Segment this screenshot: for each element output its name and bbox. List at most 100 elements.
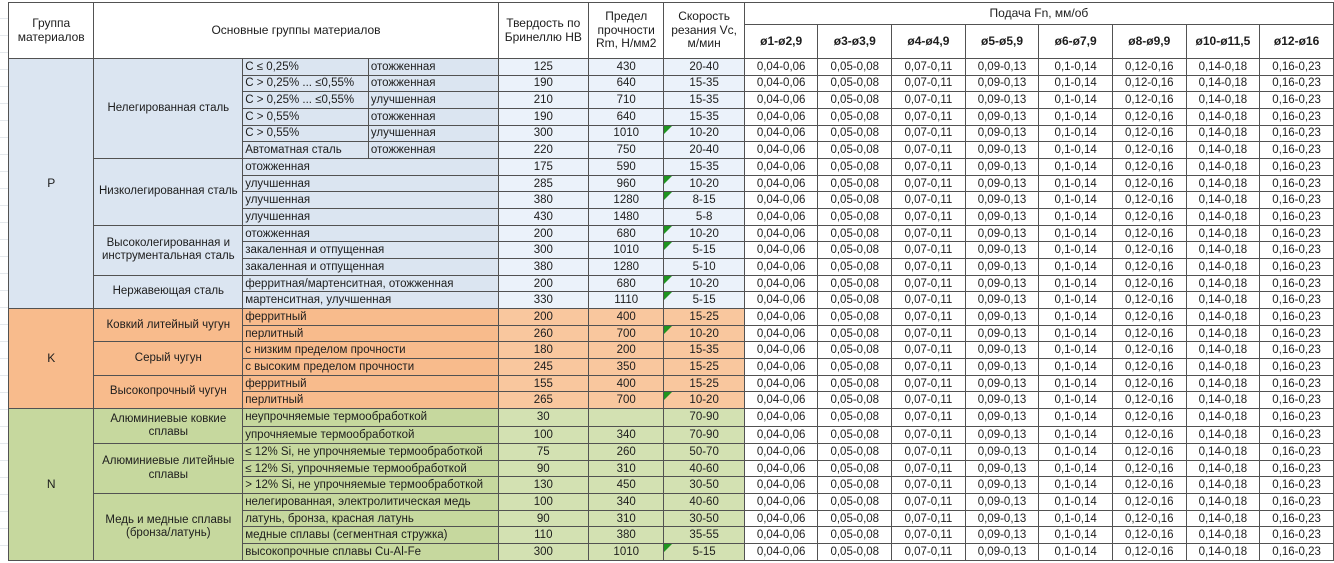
vc-value-cell: 10-20: [663, 124, 745, 143]
vc-value-cell: 15-35: [663, 158, 745, 176]
feed-value-cell: 0,09-0,13: [964, 476, 1040, 495]
feed-value-cell: 0,09-0,13: [964, 443, 1040, 461]
feed-value-cell: 0,09-0,13: [964, 358, 1040, 376]
material-description-cell: ферритный: [242, 374, 499, 393]
table-row: мартенситная, улучшенная 330 1110 5-15 0,04-…: [9, 291, 1334, 310]
vc-value-cell: 10-20: [663, 324, 745, 343]
feed-value-cell: 0,09-0,13: [964, 108, 1040, 126]
feed-value-cell: 0,05-0,08: [817, 443, 893, 461]
feed-value-cell: 0,16-0,23: [1259, 543, 1334, 561]
feed-value-cell: 0,12-0,16: [1111, 425, 1187, 445]
feed-value-cell: 0,12-0,16: [1111, 526, 1187, 545]
feed-value-cell: 0,12-0,16: [1111, 141, 1187, 160]
vc-value-cell: 10-20: [663, 274, 745, 293]
table-row: Низколегированная сталь отожженная 175 590 1…: [9, 158, 1334, 226]
vc-value-cell: 5-8: [663, 208, 745, 226]
feed-value-cell: 0,1-0,14: [1038, 374, 1113, 393]
table-row: закаленная и отпущенная 300 1010 5-15 0,04-0…: [9, 241, 1334, 260]
feed-value-cell: 0,04-0,06: [743, 74, 819, 93]
feed-value-cell: 0,07-0,11: [891, 308, 966, 326]
hb-value-cell: 100: [497, 493, 590, 511]
vc-value-cell: 15-35: [663, 341, 745, 360]
feed-value-cell: 0,16-0,23: [1259, 425, 1334, 445]
material-description-cell: медные сплавы (сегментная стружка): [242, 526, 499, 545]
feed-value-cell: 0,16-0,23: [1259, 509, 1334, 528]
rm-value-cell: 680: [588, 224, 665, 243]
feed-value-cell: 0,09-0,13: [964, 208, 1040, 226]
feed-value-cell: 0,16-0,23: [1259, 91, 1334, 110]
header-material-group: Группа материалов: [7, 2, 95, 59]
hb-value-cell: 260: [497, 324, 590, 343]
feed-value-cell: 0,12-0,16: [1111, 58, 1187, 76]
vc-value-cell: 15-25: [663, 374, 745, 393]
feed-value-cell: 0,12-0,16: [1111, 408, 1187, 427]
material-grade-cell: C > 0,25% ... ≤0,55%: [242, 91, 369, 110]
feed-value-cell: 0,14-0,18: [1185, 224, 1261, 243]
feed-value-cell: 0,14-0,18: [1185, 425, 1261, 445]
feed-value-cell: 0,05-0,08: [817, 341, 893, 360]
family-name-cell: Низколегированная сталь: [93, 158, 244, 226]
feed-value-cell: 0,07-0,11: [891, 224, 966, 243]
vc-value-cell: 5-10: [663, 258, 745, 276]
feed-value-cell: 0,16-0,23: [1259, 358, 1334, 376]
feed-value-cell: 0,04-0,06: [743, 459, 819, 478]
feed-value-cell: 0,07-0,11: [891, 58, 966, 76]
feed-value-cell: 0,16-0,23: [1259, 174, 1334, 193]
header-feed-range-5: ø6-ø7,9: [1038, 24, 1113, 59]
feed-value-cell: 0,05-0,08: [817, 425, 893, 445]
feed-value-cell: 0,07-0,11: [891, 124, 966, 143]
feed-value-cell: 0,07-0,11: [891, 459, 966, 478]
header-feed-range-3: ø4-ø4,9: [891, 24, 966, 59]
rm-value-cell: 310: [588, 459, 665, 478]
feed-value-cell: 0,14-0,18: [1185, 391, 1261, 410]
feed-value-cell: 0,05-0,08: [817, 459, 893, 478]
hb-value-cell: 245: [497, 358, 590, 376]
feed-value-cell: 0,14-0,18: [1185, 91, 1261, 110]
feed-value-cell: 0,05-0,08: [817, 208, 893, 226]
feed-value-cell: 0,04-0,06: [743, 174, 819, 193]
feed-value-cell: 0,05-0,08: [817, 391, 893, 410]
feed-value-cell: 0,14-0,18: [1185, 158, 1261, 176]
feed-value-cell: 0,07-0,11: [891, 476, 966, 495]
vc-value-cell: 50-70: [663, 443, 745, 461]
feed-value-cell: 0,14-0,18: [1185, 174, 1261, 193]
feed-value-cell: 0,14-0,18: [1185, 124, 1261, 143]
feed-value-cell: 0,04-0,06: [743, 543, 819, 561]
rm-value-cell: 700: [588, 324, 665, 343]
feed-value-cell: 0,16-0,23: [1259, 443, 1334, 461]
vc-value-cell: 15-35: [663, 91, 745, 110]
feed-value-cell: 0,07-0,11: [891, 108, 966, 126]
feed-value-cell: 0,04-0,06: [743, 526, 819, 545]
feed-value-cell: 0,04-0,06: [743, 308, 819, 326]
feed-value-cell: 0,09-0,13: [964, 258, 1040, 276]
rm-value-cell: 640: [588, 74, 665, 93]
rm-value-cell: 1480: [588, 208, 665, 226]
error-marker-icon: [664, 392, 673, 401]
material-description-cell: > 12% Si, не упрочняемые термообработкой: [242, 476, 499, 495]
vc-value-cell: 5-15: [663, 543, 745, 561]
feed-value-cell: 0,05-0,08: [817, 358, 893, 376]
feed-value-cell: 0,14-0,18: [1185, 208, 1261, 226]
feed-value-cell: 0,1-0,14: [1038, 391, 1113, 410]
feed-value-cell: 0,12-0,16: [1111, 174, 1187, 193]
family-name-cell: Алюминиевые ковкие сплавы: [93, 408, 244, 445]
feed-value-cell: 0,07-0,11: [891, 443, 966, 461]
feed-value-cell: 0,07-0,11: [891, 425, 966, 445]
rm-value-cell: 590: [588, 158, 665, 176]
feed-value-cell: 0,07-0,11: [891, 526, 966, 545]
feed-value-cell: 0,14-0,18: [1185, 443, 1261, 461]
table-row: N Алюминиевые ковкие сплавы неупрочняемые …: [7, 408, 1334, 561]
feed-value-cell: 0,05-0,08: [817, 291, 893, 310]
feed-value-cell: 0,16-0,23: [1259, 141, 1334, 160]
group-letter-cell: N: [7, 408, 95, 561]
table-row: K Ковкий литейный чугун ферритный 200 400 15-…: [7, 308, 1334, 410]
error-marker-icon: [664, 276, 673, 284]
header-feed-range-2: ø3-ø3,9: [817, 24, 893, 59]
table-row: улучшенная 285 960 10-20 0,04-0,06 0,05-0,08 0…: [9, 174, 1334, 193]
feed-value-cell: 0,16-0,23: [1259, 459, 1334, 478]
feed-value-cell: 0,1-0,14: [1038, 258, 1113, 276]
feed-value-cell: 0,14-0,18: [1185, 459, 1261, 478]
feed-value-cell: 0,12-0,16: [1111, 258, 1187, 276]
header-hardness: Твердость по Бринеллю HB: [497, 2, 590, 59]
header-feed-range-8: ø12-ø16: [1259, 24, 1334, 59]
